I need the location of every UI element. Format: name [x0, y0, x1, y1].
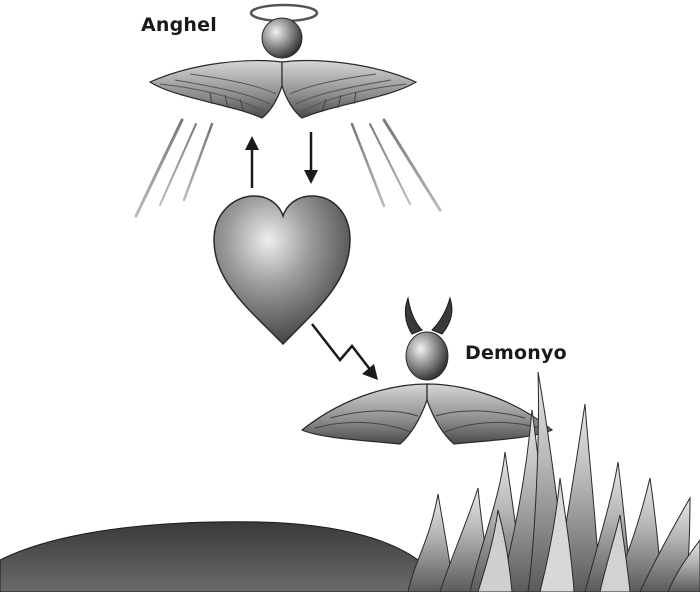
demon-label: Demonyo [465, 342, 567, 364]
heart-icon [213, 195, 351, 346]
heart-to-demon-zigzag-arrow [311, 323, 378, 380]
demon-wings-icon [300, 383, 554, 445]
heart-to-angel-arrow [245, 136, 259, 188]
demon-head [405, 331, 449, 381]
angel-light-rays [134, 118, 442, 218]
demon-horn-left-icon [404, 296, 423, 335]
angel-to-heart-arrow [304, 132, 318, 184]
demon-figure [300, 296, 554, 445]
angel-wings-icon [148, 60, 418, 119]
angel-head [261, 17, 303, 59]
ground-hill [0, 521, 431, 593]
demon-horn-right-icon [431, 296, 453, 335]
angel-figure [148, 3, 418, 119]
fire-flames-icon [407, 371, 700, 593]
angel-label: Anghel [141, 14, 217, 36]
